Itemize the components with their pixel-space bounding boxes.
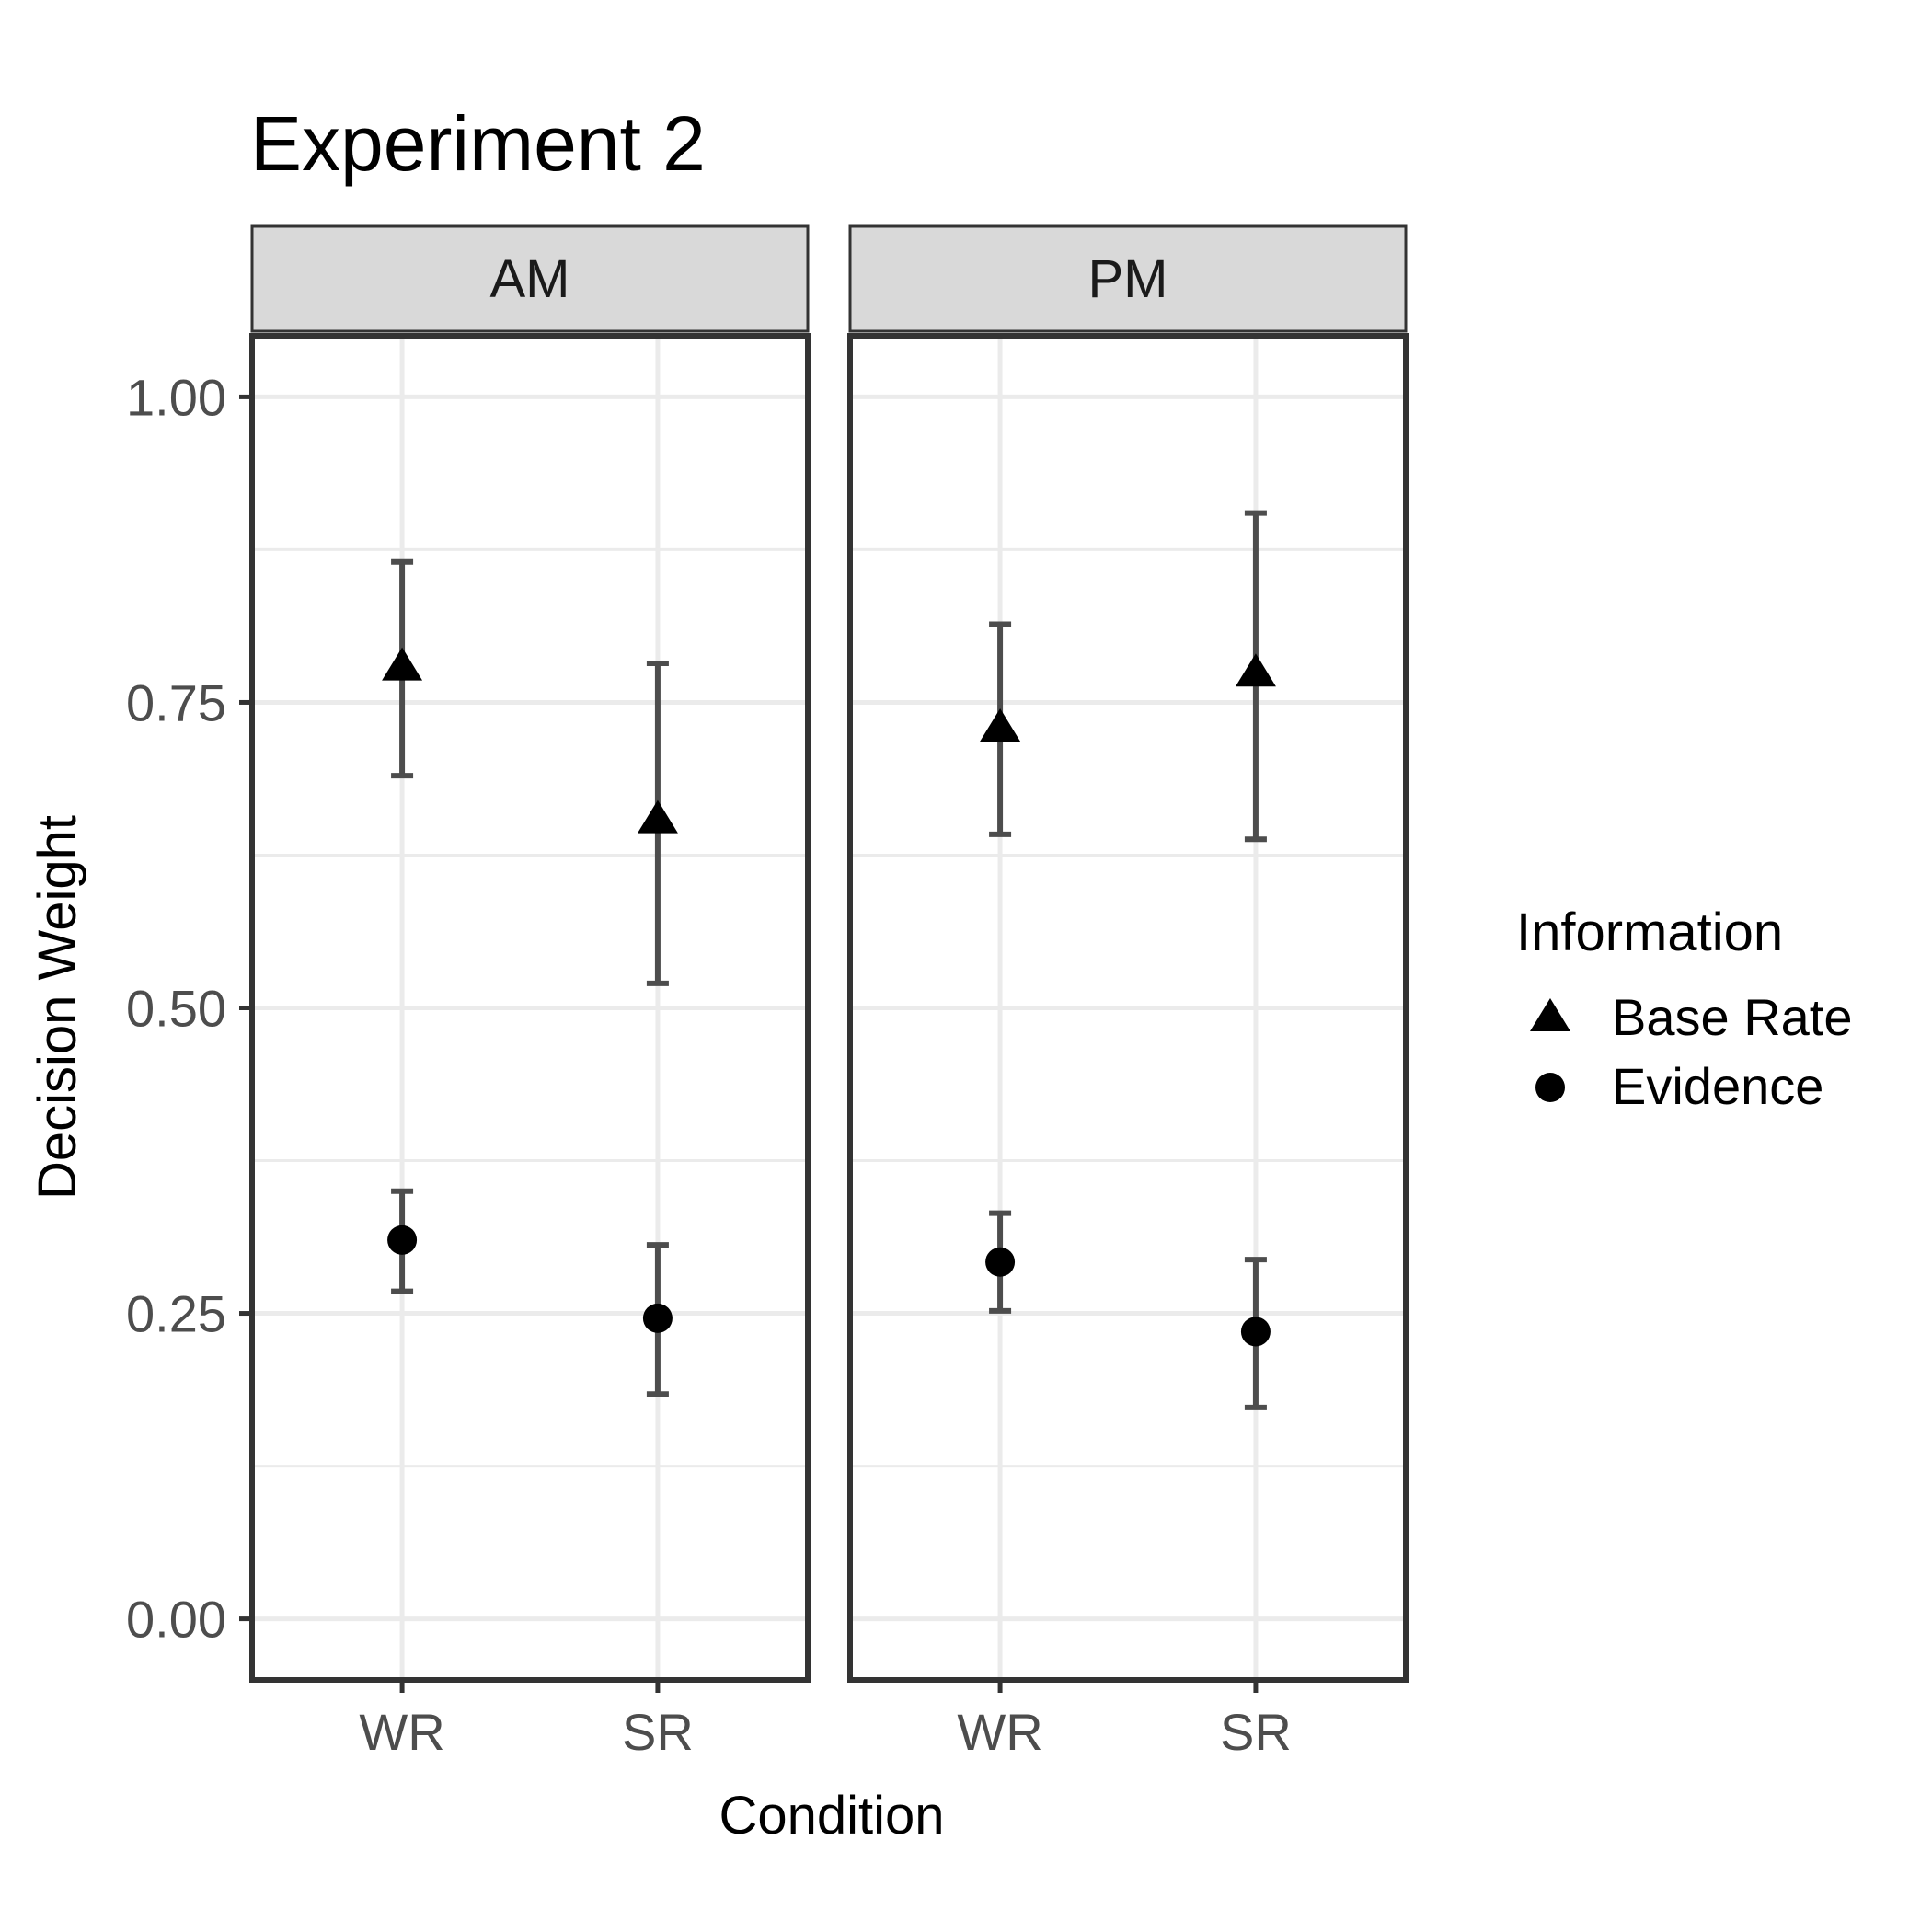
point-evidence bbox=[642, 1303, 673, 1333]
strip-background bbox=[250, 224, 810, 333]
legend-key-triangle bbox=[1530, 998, 1570, 1031]
strip-label-am: AM bbox=[490, 249, 570, 309]
x-tick-label-sr: SR bbox=[1220, 1703, 1292, 1761]
x-axis-title: Condition bbox=[719, 1786, 944, 1846]
point-base-rate bbox=[637, 799, 678, 834]
point-evidence bbox=[985, 1247, 1016, 1277]
y-tick-label: 0.75 bbox=[126, 673, 226, 731]
legend-label-evidence: Evidence bbox=[1612, 1057, 1823, 1115]
y-tick-label: 0.25 bbox=[126, 1285, 226, 1343]
y-tick-label: 1.00 bbox=[126, 368, 226, 426]
panel-border bbox=[847, 333, 1409, 1683]
legend-key-circle bbox=[1535, 1073, 1565, 1102]
legend: Information Base Rate Evidence bbox=[1516, 903, 1853, 1115]
point-base-rate bbox=[382, 647, 423, 681]
point-evidence bbox=[387, 1225, 418, 1255]
chart-title: Experiment 2 bbox=[250, 100, 706, 187]
x-tick-label-sr: SR bbox=[622, 1703, 694, 1761]
point-base-rate bbox=[980, 708, 1021, 742]
point-evidence bbox=[1240, 1317, 1271, 1347]
legend-label-base-rate: Base Rate bbox=[1612, 988, 1853, 1046]
point-base-rate bbox=[1235, 653, 1276, 687]
y-axis: 0.00 0.25 0.50 0.75 1.00 bbox=[126, 368, 252, 1649]
strip-background bbox=[848, 224, 1408, 333]
panels: AM WR SR PM WR SR bbox=[249, 224, 1409, 1761]
x-tick-label-wr: WR bbox=[359, 1703, 444, 1761]
panel-pm: PM WR SR bbox=[847, 224, 1409, 1761]
legend-title: Information bbox=[1516, 903, 1783, 962]
panel-am: AM WR SR bbox=[249, 224, 811, 1761]
y-axis-title: Decision Weight bbox=[28, 815, 87, 1200]
strip-label-pm: PM bbox=[1088, 249, 1168, 309]
y-tick-label: 0.50 bbox=[126, 980, 226, 1038]
x-tick-label-wr: WR bbox=[957, 1703, 1042, 1761]
y-tick-label: 0.00 bbox=[126, 1591, 226, 1649]
